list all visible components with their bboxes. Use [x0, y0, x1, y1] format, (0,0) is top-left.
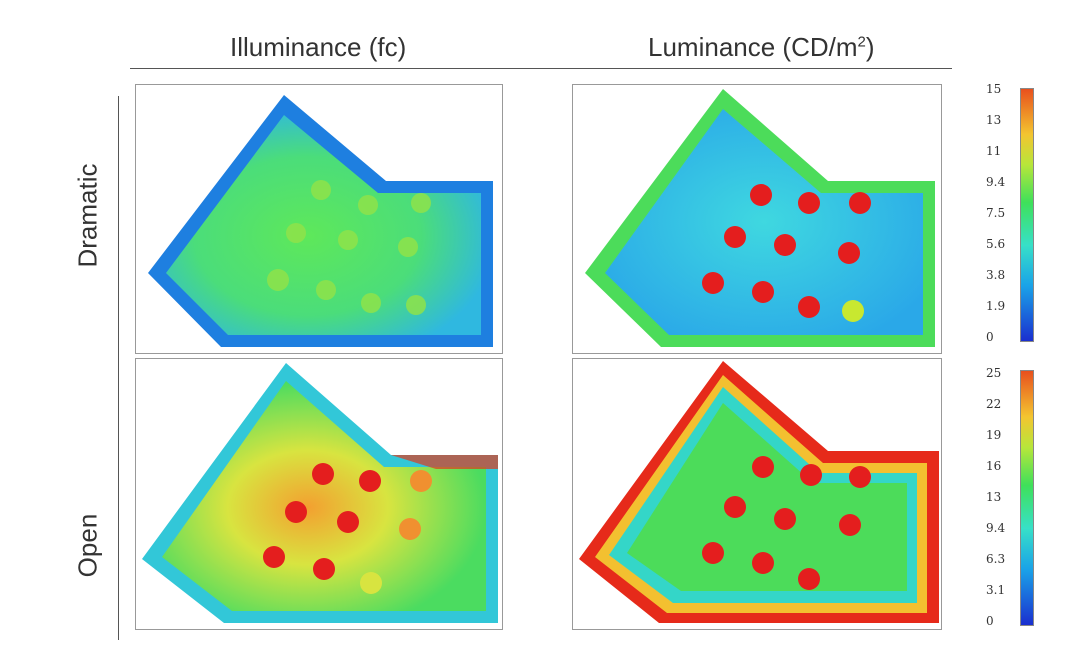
floor-inner [166, 115, 481, 335]
heatmap-illuminance-dramatic [148, 95, 493, 347]
luminance-header-superscript: 2 [857, 33, 866, 51]
fixture [774, 508, 796, 530]
scale-tick: 25 [986, 366, 1002, 380]
fixture [337, 511, 359, 533]
fixture [849, 192, 871, 214]
luminance-header: Luminance (CD/m2) [648, 32, 875, 63]
scale-tick: 15 [986, 82, 1002, 96]
fixture [406, 295, 426, 315]
floor-core [627, 403, 907, 591]
luminance-header-text: Luminance (CD/m [648, 32, 858, 62]
scale-tick: 6.3 [986, 552, 1006, 566]
fixture [838, 242, 860, 264]
fixture [798, 296, 820, 318]
luminance-header-close: ) [865, 32, 875, 62]
fixture [839, 514, 861, 536]
row-label-dramatic: Dramatic [72, 163, 103, 268]
fixture [285, 501, 307, 523]
fixture [316, 280, 336, 300]
heatmap-luminance-open [579, 361, 939, 623]
scale-tick: 13 [986, 113, 1002, 127]
floor-inner [605, 109, 923, 335]
fixture [286, 223, 306, 243]
fixture [752, 456, 774, 478]
row-divider [118, 96, 119, 640]
fixture [399, 518, 421, 540]
panel-illuminance-dramatic [135, 84, 503, 354]
fixture [798, 192, 820, 214]
scale-tick: 0 [986, 330, 994, 344]
fixture [702, 542, 724, 564]
fixture [313, 558, 335, 580]
scale-tick: 3.8 [986, 268, 1006, 282]
fixture [312, 463, 334, 485]
heatmap-illuminance-open [142, 363, 498, 623]
fixture [724, 226, 746, 248]
scale-tick: 1.9 [986, 299, 1006, 313]
fixture [359, 470, 381, 492]
fixture [724, 496, 746, 518]
scale-tick: 9.4 [986, 521, 1006, 535]
fixture [849, 466, 871, 488]
fixture [798, 568, 820, 590]
heatmap-luminance-dramatic [585, 89, 935, 347]
fixture [800, 464, 822, 486]
scale-tick: 9.4 [986, 175, 1006, 189]
hot-edge [391, 455, 498, 469]
fixture [411, 193, 431, 213]
scale-tick: 11 [986, 144, 1002, 158]
scale-tick: 13 [986, 490, 1002, 504]
fixture [311, 180, 331, 200]
fixture [750, 184, 772, 206]
color-scale-dramatic [1020, 88, 1034, 342]
scale-tick: 16 [986, 459, 1002, 473]
fixture [361, 293, 381, 313]
panel-luminance-dramatic [572, 84, 942, 354]
panel-luminance-open [572, 358, 942, 630]
scale-tick: 3.1 [986, 583, 1006, 597]
row-label-open: Open [72, 513, 103, 578]
fixture [398, 237, 418, 257]
scale-tick: 19 [986, 428, 1002, 442]
fixture [358, 195, 378, 215]
fixture [842, 300, 864, 322]
scale-tick: 5.6 [986, 237, 1006, 251]
fixture [267, 269, 289, 291]
fixture [263, 546, 285, 568]
scale-tick: 7.5 [986, 206, 1006, 220]
fixture [752, 281, 774, 303]
fixture [410, 470, 432, 492]
panel-illuminance-open [135, 358, 503, 630]
scale-tick: 0 [986, 614, 994, 628]
fixture [338, 230, 358, 250]
illuminance-header: Illuminance (fc) [230, 32, 407, 62]
scale-tick: 22 [986, 397, 1002, 411]
fixture [752, 552, 774, 574]
floor-inner [162, 381, 486, 611]
color-scale-open [1020, 370, 1034, 626]
fixture [360, 572, 382, 594]
fixture [702, 272, 724, 294]
header-divider [130, 68, 952, 69]
fixture [774, 234, 796, 256]
